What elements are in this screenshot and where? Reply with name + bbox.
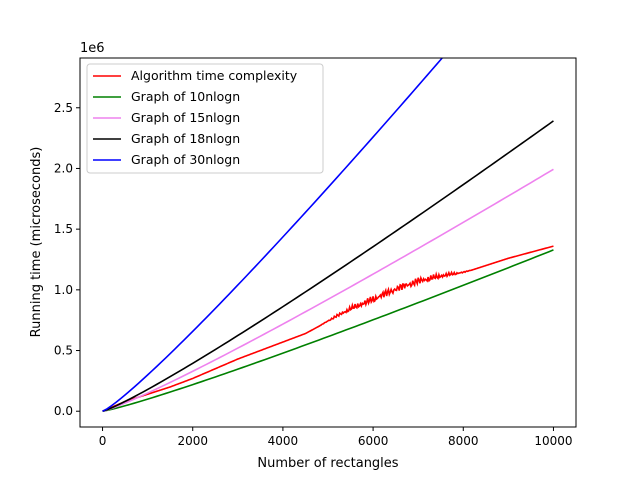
series-line-3 bbox=[102, 168, 554, 412]
y-tick-label: 1.0 bbox=[54, 283, 73, 297]
x-axis-label: Number of rectangles bbox=[257, 456, 398, 471]
x-tick-label: 4000 bbox=[268, 434, 299, 448]
legend-label: Graph of 10nlogn bbox=[131, 89, 240, 104]
y-axis-label: Running time (microseconds) bbox=[29, 147, 44, 338]
legend: Algorithm time complexity Graph of 10nlog… bbox=[86, 63, 324, 174]
legend-box bbox=[86, 63, 324, 174]
y-tick-label: 2.0 bbox=[54, 161, 73, 175]
x-tick-label: 0 bbox=[99, 434, 107, 448]
legend-label: Graph of 15nlogn bbox=[131, 110, 240, 125]
legend-label: Graph of 18nlogn bbox=[131, 131, 240, 146]
legend-label: Graph of 30nlogn bbox=[131, 152, 240, 167]
series-line-2 bbox=[102, 249, 554, 413]
plot-frame bbox=[79, 57, 577, 428]
y-axis: 0.0 0.5 1.0 1.5 2.0 2.5 bbox=[54, 101, 80, 418]
x-axis: 0 2000 4000 6000 8000 10000 bbox=[99, 427, 573, 448]
series-line-4 bbox=[102, 120, 554, 412]
y-tick-label: 2.5 bbox=[54, 101, 73, 115]
series-line-1 bbox=[102, 245, 554, 412]
legend-label: Algorithm time complexity bbox=[131, 68, 298, 83]
series-layer bbox=[102, 58, 554, 413]
y-offset-label: 1e6 bbox=[80, 41, 105, 56]
y-tick-label: 0.0 bbox=[54, 404, 73, 418]
x-tick-label: 10000 bbox=[534, 434, 572, 448]
x-tick-label: 8000 bbox=[448, 434, 479, 448]
x-tick-label: 2000 bbox=[177, 434, 208, 448]
y-tick-label: 0.5 bbox=[54, 344, 73, 358]
y-tick-label: 1.5 bbox=[54, 222, 73, 236]
x-tick-label: 6000 bbox=[358, 434, 389, 448]
series-line-5 bbox=[102, 58, 444, 412]
